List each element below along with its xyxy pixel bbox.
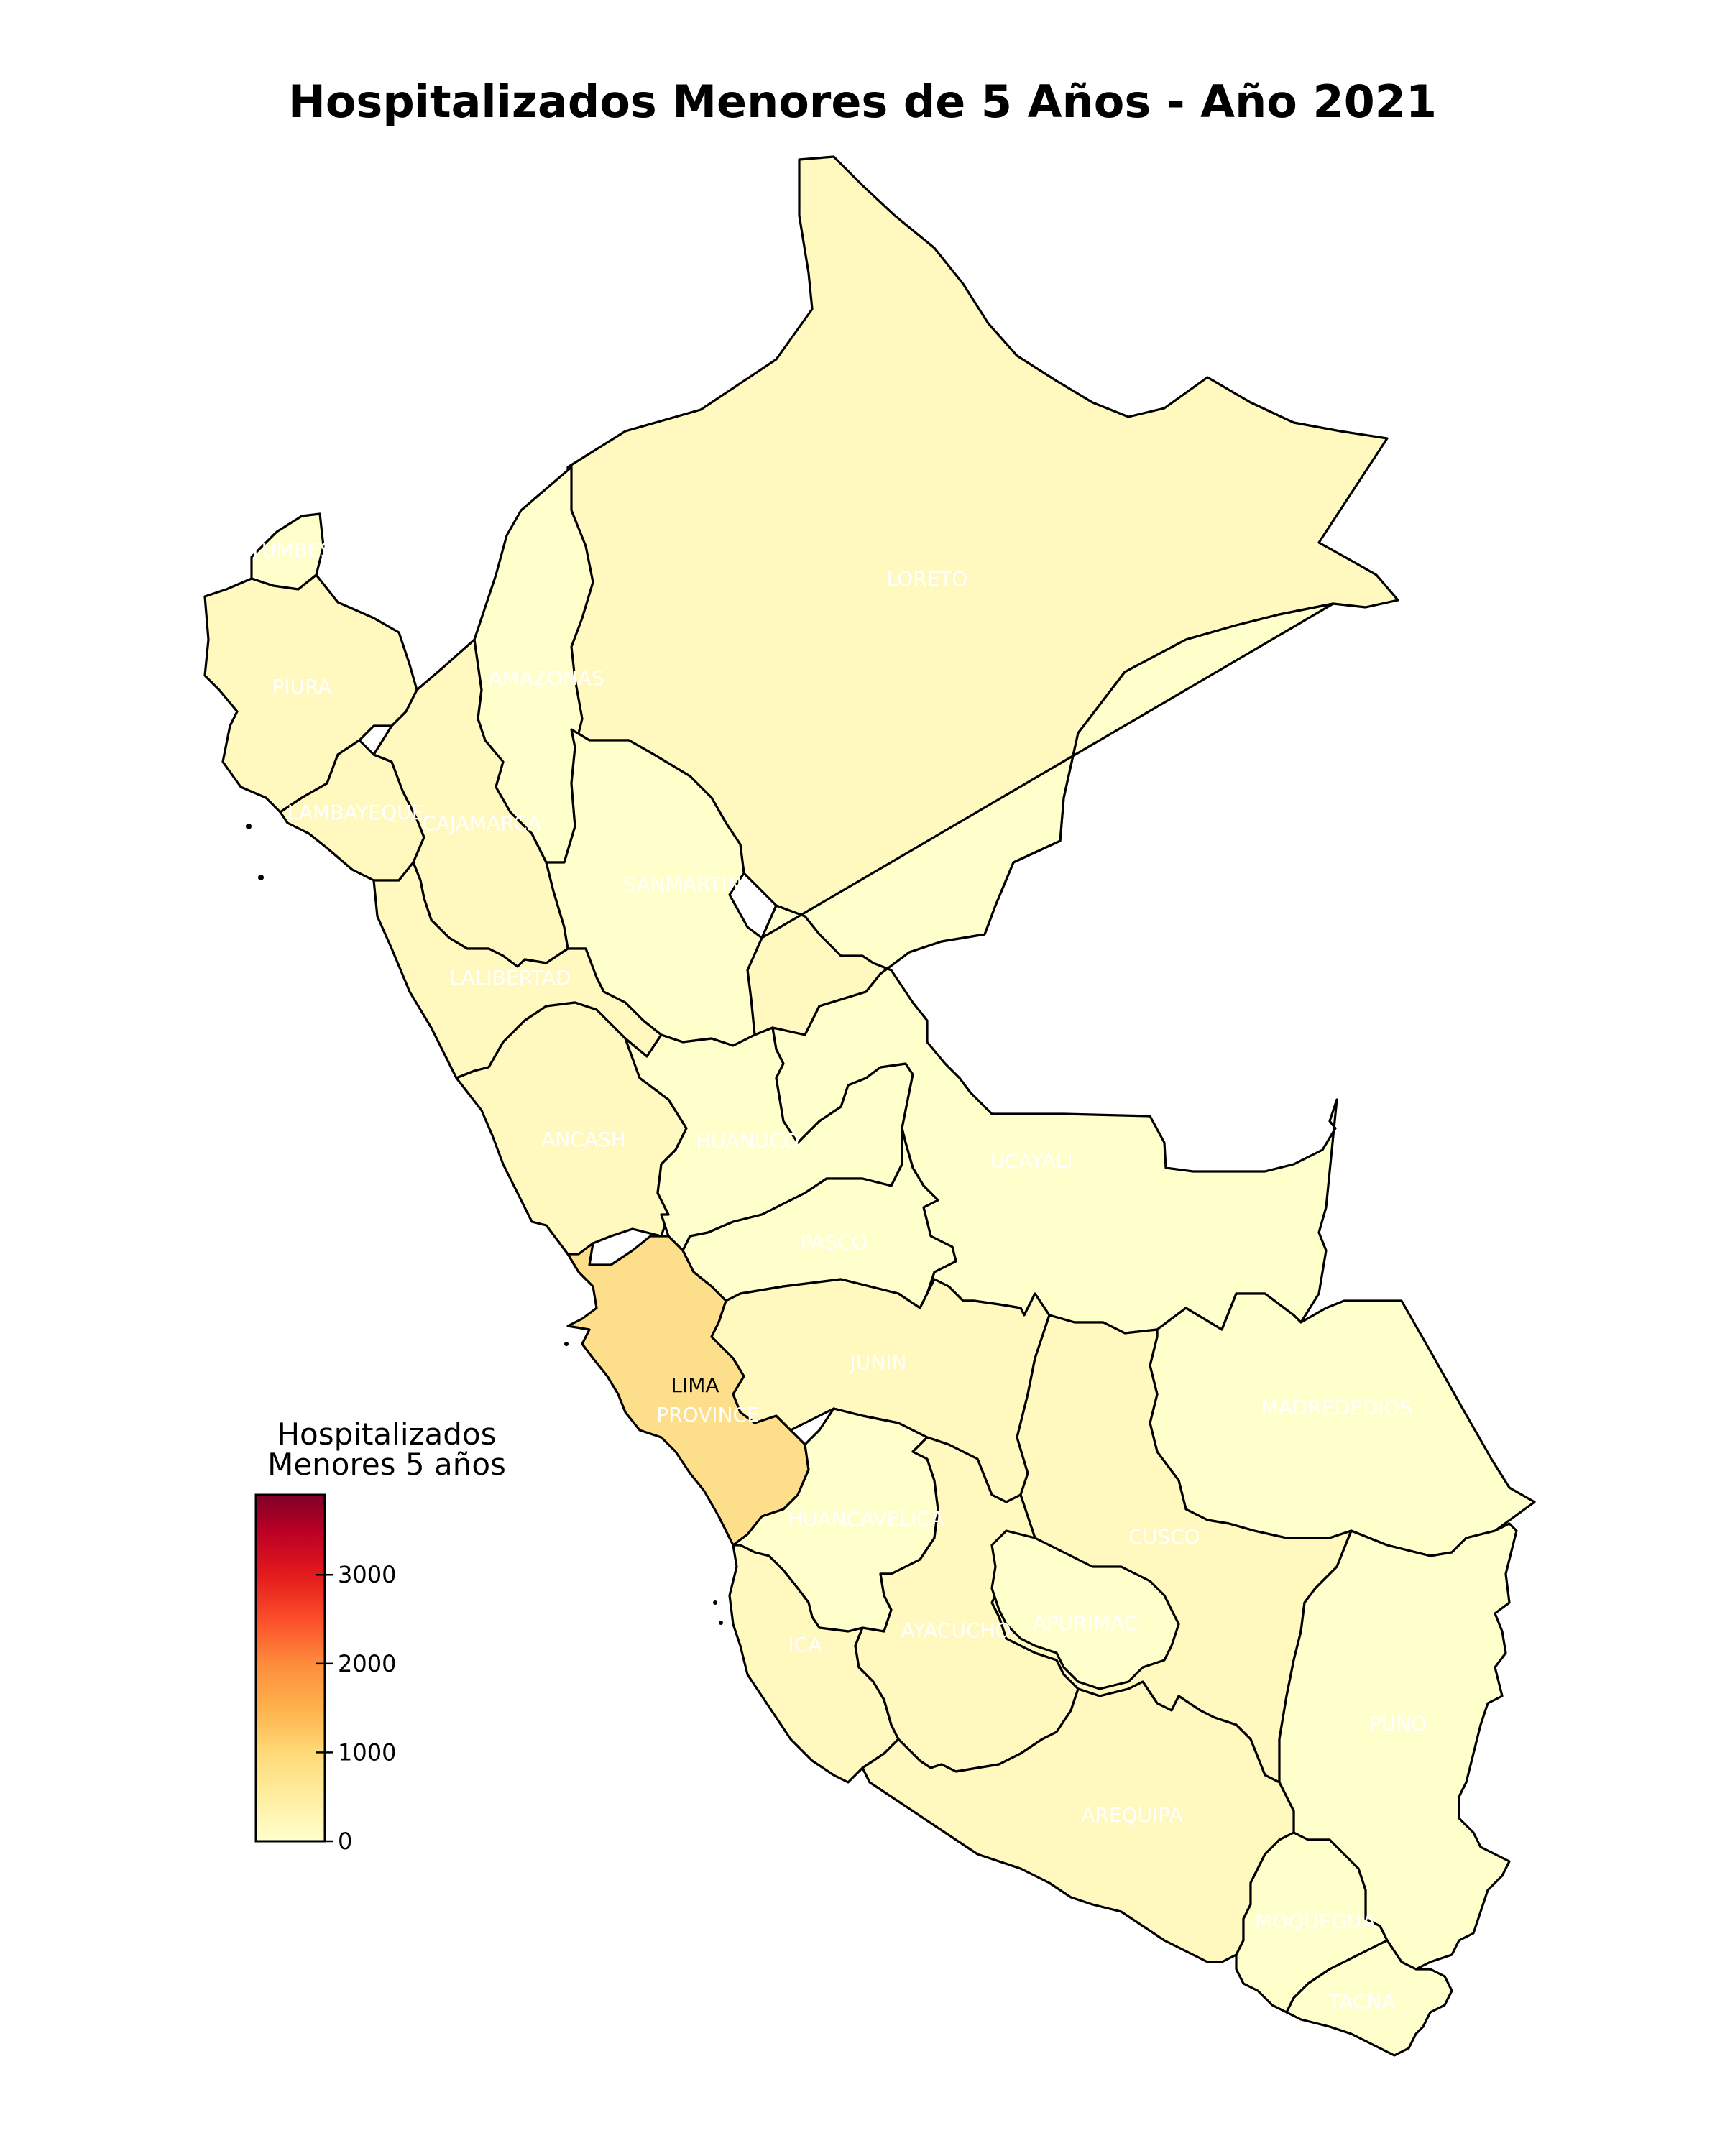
label-moquegua: MOQUEGUA: [1255, 1909, 1376, 1933]
label-junin: JUNIN: [849, 1350, 907, 1374]
colorbar-tick-label: 2000: [338, 1650, 396, 1677]
colorbar-legend: Hospitalizados Menores 5 años 0 1000 2000 3…: [254, 1416, 506, 1855]
region-apurimac[interactable]: [990, 1529, 1180, 1690]
label-lambayeque: LAMBAYEQUE: [288, 801, 425, 824]
colorbar-tick-label: 0: [338, 1828, 352, 1855]
label-amazonas: AMAZONAS: [488, 666, 604, 690]
label-ica: ICA: [788, 1633, 822, 1657]
island-marker: [258, 875, 264, 880]
label-cusco: CUSCO: [1128, 1525, 1200, 1549]
island-marker: [564, 1342, 569, 1346]
region-lalibertad[interactable]: [372, 861, 663, 1079]
label-arequipa: AREQUIPA: [1081, 1803, 1182, 1827]
region-labels: TUMBES PIURA LAMBAYEQUE CAJAMARCA AMAZON…: [249, 538, 1427, 2014]
colorbar-title-line2: Menores 5 años: [267, 1447, 506, 1482]
label-loreto: LORETO: [887, 567, 968, 591]
map-title: Hospitalizados Menores de 5 Años - Año 2…: [288, 75, 1438, 128]
label-lima: LIMA: [671, 1373, 719, 1397]
island-marker: [719, 1621, 723, 1625]
label-pasco: PASCO: [800, 1230, 868, 1254]
island-marker: [246, 824, 252, 829]
colorbar-ticks: 0 1000 2000 3000: [316, 1561, 396, 1855]
label-ancash: ANCASH: [541, 1128, 626, 1151]
regions-layer: [203, 155, 1536, 2057]
label-tacna: TACNA: [1328, 1990, 1395, 2014]
label-ucayali: UCAYALI: [990, 1149, 1073, 1173]
region-tacna[interactable]: [1285, 1939, 1453, 2057]
label-sanmartin: SANMARTIN: [623, 872, 742, 896]
region-arequipa[interactable]: [861, 1680, 1295, 1963]
colorbar-tick-label: 3000: [338, 1561, 396, 1588]
label-cajamarca: CAJAMARCA: [422, 811, 541, 835]
colorbar-title-line1: Hospitalizados: [277, 1416, 496, 1452]
label-tumbes: TUMBES: [249, 538, 333, 562]
label-puno: PUNO: [1369, 1712, 1427, 1736]
colorbar-tick-label: 1000: [338, 1738, 396, 1766]
label-lalibertad: LALIBERTAD: [449, 966, 571, 990]
label-ayacucho: AYACUCHO: [901, 1618, 1011, 1642]
island-marker: [713, 1600, 717, 1605]
colorbar-scale: [254, 1493, 326, 1843]
label-huancavelica: HUANCAVELICA: [788, 1507, 944, 1531]
label-madrededios: MADREDEDIOS: [1261, 1396, 1413, 1419]
label-apurimac: APURIMAC: [1033, 1611, 1138, 1635]
label-huanuco: HUANUCO: [696, 1129, 799, 1153]
region-madrededios[interactable]: [1149, 1292, 1536, 1557]
label-lima-province: PROVINCE: [656, 1403, 760, 1427]
label-piura: PIURA: [272, 675, 331, 699]
